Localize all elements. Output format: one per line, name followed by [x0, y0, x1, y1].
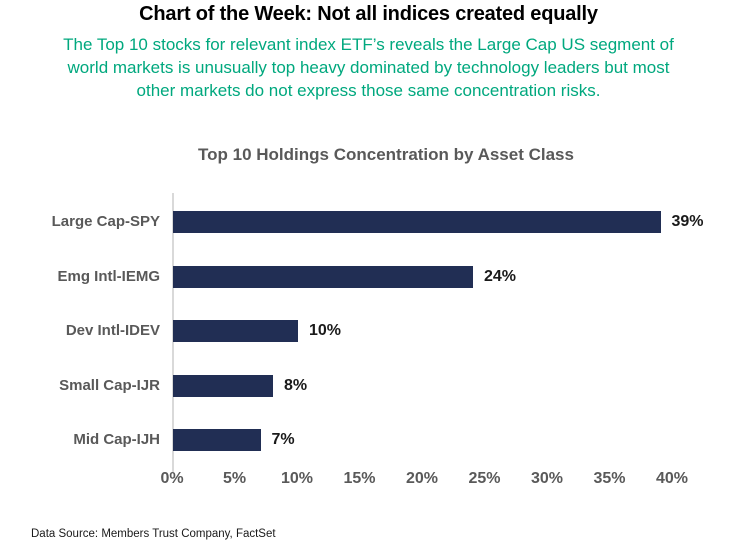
x-tick-label: 40% [655, 470, 689, 487]
x-tick-label: 25% [468, 470, 501, 487]
bar-row: Large Cap-SPY 39% [0, 211, 737, 233]
category-label: Large Cap-SPY [51, 213, 160, 230]
category-label: Emg Intl-IEMG [57, 267, 161, 285]
bar [173, 211, 661, 233]
category-label: Mid Cap-IJH [73, 431, 160, 448]
subtitle-line-3: other markets do not express those same … [136, 81, 601, 100]
x-tick-label: 10% [280, 470, 314, 487]
page-title: Chart of the Week: Not all indices creat… [139, 3, 598, 25]
x-tick-label: 20% [405, 470, 439, 487]
value-label: 39% [671, 213, 704, 230]
x-tick-label: 5% [222, 470, 247, 487]
x-tick-label: 0% [160, 470, 184, 487]
bar [173, 429, 261, 451]
value-label: 10% [309, 322, 342, 339]
x-tick-label: 35% [593, 470, 626, 487]
x-tick-label: 30% [530, 470, 564, 487]
bar-row: Small Cap-IJR 8% [0, 374, 737, 397]
chart-title: Top 10 Holdings Concentration by Asset C… [198, 145, 574, 164]
category-label: Dev Intl-IDEV [65, 322, 160, 339]
x-tick-label: 15% [343, 470, 376, 487]
bar [173, 374, 273, 397]
value-label: 8% [284, 376, 308, 394]
bar [173, 265, 473, 288]
page-subtitle: The Top 10 stocks for relevant index ETF… [0, 33, 737, 102]
y-axis-line [172, 193, 174, 472]
bar-row: Dev Intl-IDEV 10% [0, 320, 737, 342]
bar-row: Emg Intl-IEMG 24% [0, 265, 737, 288]
subtitle-line-1: The Top 10 stocks for relevant index ETF… [63, 35, 674, 54]
value-label: 24% [484, 267, 517, 285]
category-label: Small Cap-IJR [59, 376, 160, 394]
subtitle-line-2: world markets is unusually top heavy dom… [67, 58, 670, 77]
value-label: 7% [271, 431, 295, 448]
bar [173, 320, 298, 342]
data-source-note: Data Source: Members Trust Company, Fact… [31, 528, 276, 540]
bar-row: Mid Cap-IJH 7% [0, 429, 737, 451]
